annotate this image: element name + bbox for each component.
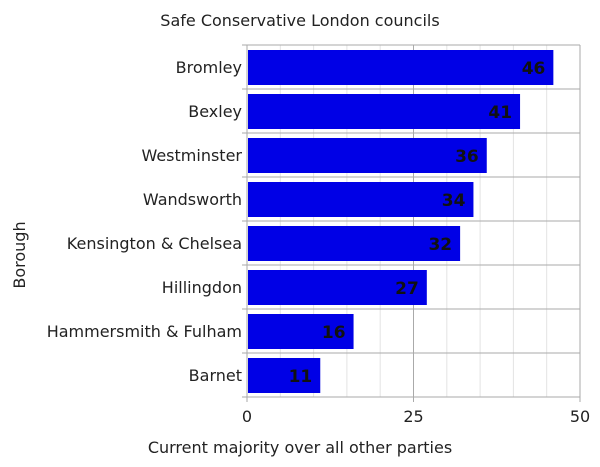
x-tick-label: 50 <box>570 407 590 426</box>
bar <box>248 314 354 349</box>
bar <box>248 182 474 217</box>
bar-value-label: 41 <box>488 103 512 123</box>
y-tick-label: Bexley <box>188 102 242 121</box>
x-tick-label: 25 <box>403 407 423 426</box>
bar-value-label: 46 <box>522 59 546 79</box>
x-tick-label: 0 <box>242 407 252 426</box>
y-axis-label: Borough <box>10 221 29 288</box>
y-tick-label: Westminster <box>141 146 242 165</box>
bar <box>248 358 321 393</box>
x-axis-label: Current majority over all other parties <box>148 438 452 457</box>
y-tick-label: Hammersmith & Fulham <box>47 322 242 341</box>
bar <box>248 94 521 129</box>
bar <box>248 138 487 173</box>
y-tick-label: Wandsworth <box>143 190 242 209</box>
bar-value-label: 32 <box>428 235 452 255</box>
chart-title: Safe Conservative London councils <box>160 11 439 30</box>
y-tick-label: Hillingdon <box>162 278 242 297</box>
y-tick-label: Kensington & Chelsea <box>67 234 242 253</box>
y-tick-label: Bromley <box>176 58 242 77</box>
bar-value-label: 16 <box>322 323 346 343</box>
bar <box>248 270 427 305</box>
bar-value-label: 34 <box>442 191 466 211</box>
bar-value-label: 27 <box>395 279 419 299</box>
bar-value-label: 11 <box>289 367 313 387</box>
y-tick-label: Barnet <box>189 366 242 385</box>
bar <box>248 226 461 261</box>
bar-value-label: 36 <box>455 147 479 167</box>
bar <box>248 50 554 85</box>
